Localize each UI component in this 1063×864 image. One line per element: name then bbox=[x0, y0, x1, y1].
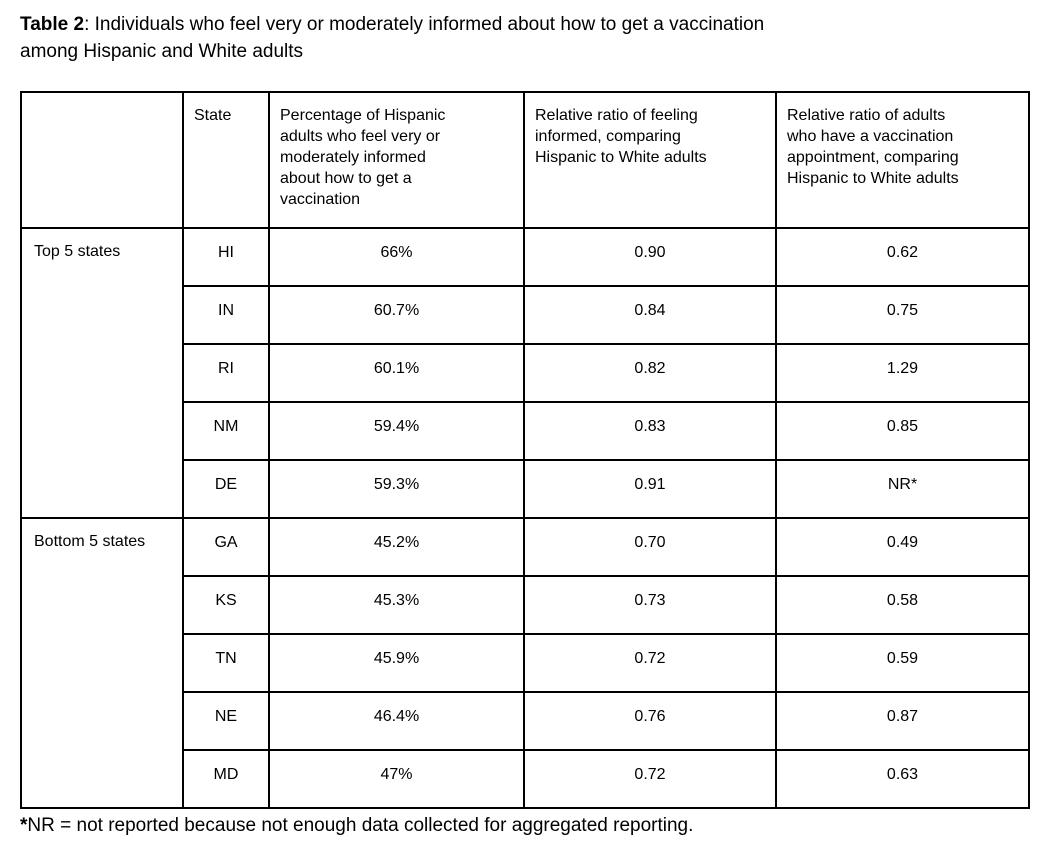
pct-cell: 45.9% bbox=[268, 633, 525, 693]
state-cell: NM bbox=[182, 401, 270, 461]
table-footnote: *NR = not reported because not enough da… bbox=[20, 814, 1063, 838]
state-cell: MD bbox=[182, 749, 270, 809]
pct-cell: 59.4% bbox=[268, 401, 525, 461]
ratio-informed-cell: 0.72 bbox=[523, 749, 777, 809]
state-cell: TN bbox=[182, 633, 270, 693]
state-cell: DE bbox=[182, 459, 270, 519]
ratio-informed-cell: 0.84 bbox=[523, 285, 777, 345]
table-row: NE 46.4% 0.76 0.87 bbox=[21, 691, 1030, 751]
ratio-appointment-cell: 0.49 bbox=[775, 517, 1030, 577]
ratio-informed-cell: 0.90 bbox=[523, 227, 777, 287]
table-row: NM 59.4% 0.83 0.85 bbox=[21, 401, 1030, 461]
header-state: State bbox=[182, 91, 270, 229]
header-percentage-informed: Percentage of Hispanic adults who feel v… bbox=[268, 91, 525, 229]
state-cell: KS bbox=[182, 575, 270, 635]
ratio-informed-cell: 0.72 bbox=[523, 633, 777, 693]
ratio-appointment-cell: 0.85 bbox=[775, 401, 1030, 461]
state-cell: IN bbox=[182, 285, 270, 345]
group-label-top5: Top 5 states bbox=[20, 227, 184, 519]
ratio-appointment-cell: 0.87 bbox=[775, 691, 1030, 751]
group-label-bottom5: Bottom 5 states bbox=[20, 517, 184, 809]
pct-cell: 45.2% bbox=[268, 517, 525, 577]
ratio-appointment-cell: 0.62 bbox=[775, 227, 1030, 287]
ratio-appointment-cell: 0.63 bbox=[775, 749, 1030, 809]
table-row: IN 60.7% 0.84 0.75 bbox=[21, 285, 1030, 345]
footnote-asterisk: * bbox=[20, 815, 28, 836]
table-title-label: Table 2 bbox=[20, 14, 85, 35]
state-cell: NE bbox=[182, 691, 270, 751]
table-row: RI 60.1% 0.82 1.29 bbox=[21, 343, 1030, 403]
pct-cell: 59.3% bbox=[268, 459, 525, 519]
ratio-informed-cell: 0.70 bbox=[523, 517, 777, 577]
ratio-informed-cell: 0.76 bbox=[523, 691, 777, 751]
table-row: Top 5 states HI 66% 0.90 0.62 bbox=[20, 227, 1030, 519]
ratio-appointment-cell: 0.58 bbox=[775, 575, 1030, 635]
table-title-text: : Individuals who feel very or moderatel… bbox=[20, 14, 765, 62]
ratio-appointment-cell: NR* bbox=[775, 459, 1030, 519]
pct-cell: 60.7% bbox=[268, 285, 525, 345]
table-title: Table 2: Individuals who feel very or mo… bbox=[20, 11, 1005, 65]
state-cell: RI bbox=[182, 343, 270, 403]
ratio-informed-cell: 0.82 bbox=[523, 343, 777, 403]
header-ratio-appointment: Relative ratio of adults who have a vacc… bbox=[775, 91, 1030, 229]
header-row: State Percentage of Hispanic adults who … bbox=[20, 91, 1030, 229]
header-group-empty bbox=[20, 91, 184, 229]
table-row: KS 45.3% 0.73 0.58 bbox=[21, 575, 1030, 635]
header-ratio-informed: Relative ratio of feeling informed, comp… bbox=[523, 91, 777, 229]
pct-cell: 46.4% bbox=[268, 691, 525, 751]
table-row: Bottom 5 states GA 45.2% 0.70 0.49 bbox=[20, 517, 1030, 809]
pct-cell: 45.3% bbox=[268, 575, 525, 635]
ratio-informed-cell: 0.91 bbox=[523, 459, 777, 519]
data-table: State Percentage of Hispanic adults who … bbox=[20, 91, 1030, 809]
state-cell: GA bbox=[182, 517, 270, 577]
pct-cell: 47% bbox=[268, 749, 525, 809]
table-row: DE 59.3% 0.91 NR* bbox=[21, 459, 1030, 519]
pct-cell: 60.1% bbox=[268, 343, 525, 403]
pct-cell: 66% bbox=[268, 227, 525, 287]
state-cell: HI bbox=[182, 227, 270, 287]
footnote-text: NR = not reported because not enough dat… bbox=[27, 815, 694, 836]
ratio-informed-cell: 0.83 bbox=[523, 401, 777, 461]
ratio-informed-cell: 0.73 bbox=[523, 575, 777, 635]
ratio-appointment-cell: 0.59 bbox=[775, 633, 1030, 693]
ratio-appointment-cell: 0.75 bbox=[775, 285, 1030, 345]
table-row: TN 45.9% 0.72 0.59 bbox=[21, 633, 1030, 693]
table-row: MD 47% 0.72 0.63 bbox=[21, 749, 1030, 809]
ratio-appointment-cell: 1.29 bbox=[775, 343, 1030, 403]
